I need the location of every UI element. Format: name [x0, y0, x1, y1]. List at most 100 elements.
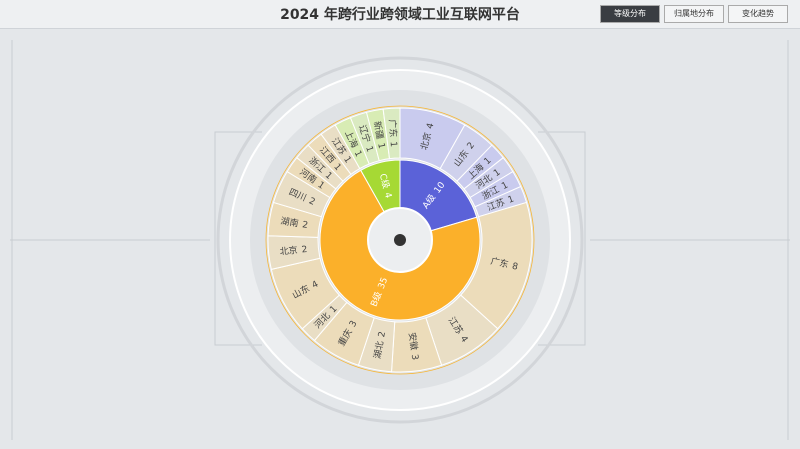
outer-segment — [349, 111, 380, 165]
outer-segment — [357, 317, 396, 373]
label-value: 35 — [376, 276, 390, 290]
label-value: 1 — [352, 149, 363, 159]
outer-segment — [439, 124, 493, 182]
label-name: 浙江 — [307, 154, 328, 175]
label-value: 4 — [425, 122, 436, 130]
label-value: 2 — [465, 140, 476, 151]
outer-segment — [267, 201, 323, 238]
decoration — [10, 40, 790, 440]
segment-label: 重庆3 — [335, 318, 359, 348]
title: 2024 年跨行业跨领域工业互联网平台 — [280, 7, 520, 23]
label-value: 1 — [341, 155, 353, 165]
label-value: 3 — [348, 319, 360, 329]
segment-label: 湖南 2 — [280, 214, 309, 230]
label-value: 1 — [492, 167, 502, 178]
segment-label: 山东2 — [450, 139, 476, 168]
segment-label: 浙江1 — [307, 154, 336, 182]
header-bar: 2024 年跨行业跨领域工业互联网平台 等级分布 归属地分布 变化趋势 — [0, 0, 800, 29]
segment-label: 辽宁1 — [357, 123, 377, 153]
label-name: 山东 — [290, 282, 312, 301]
segment-label: 浙江1 — [480, 178, 510, 201]
outer-segment — [365, 108, 391, 162]
label-name: B级 — [367, 290, 384, 309]
label-name: 重庆 — [335, 326, 354, 348]
label-value: 1 — [323, 170, 334, 181]
segment-label: 湖北2 — [371, 330, 387, 359]
label-name: 河北 — [311, 309, 332, 330]
segment-label: 江苏1 — [485, 192, 515, 213]
label-value: 1 — [328, 304, 339, 315]
outer-segment — [267, 235, 321, 270]
label-name: 北京 — [417, 131, 433, 151]
hole — [367, 207, 433, 273]
outer-segment — [456, 144, 504, 190]
tab[interactable]: 归属地分布 — [664, 5, 724, 23]
label-value: 1 — [316, 180, 326, 191]
label-name: 山东 — [450, 147, 470, 169]
label-value: 2 — [307, 196, 316, 207]
label-value: 1 — [482, 155, 493, 166]
label-name: 湖北 — [371, 340, 385, 360]
segment-label: 河北1 — [311, 302, 339, 330]
outer-segment — [469, 170, 522, 208]
label-value: 4 — [310, 279, 320, 291]
label-name: 江苏 — [485, 196, 506, 213]
outer-segment — [391, 317, 443, 373]
segment-label: 河南1 — [298, 166, 328, 192]
segment-label: 新疆 1 — [371, 120, 388, 150]
label-name: 安徽 — [406, 332, 420, 351]
outer-segment — [334, 116, 370, 170]
tab[interactable]: 等级分布 — [600, 5, 660, 23]
segment-label: 安徽 3 — [406, 332, 421, 361]
label-name: 上海 — [343, 128, 362, 149]
segment-label: 山东4 — [290, 277, 320, 301]
label-name: 北京 — [279, 243, 298, 257]
label-name: 江西 — [317, 144, 337, 165]
label-name: 新疆 — [371, 120, 386, 140]
segment-label: C级4 — [377, 172, 395, 200]
outer-segment — [301, 294, 348, 342]
segment-label: 河北1 — [473, 166, 503, 192]
segment-label: 北京4 — [417, 121, 436, 151]
label-name: 上海 — [465, 160, 486, 181]
segment-label: 广东 8 — [490, 254, 520, 272]
label-value: 10 — [432, 180, 447, 195]
segment-label: 江西1 — [317, 144, 343, 172]
outer-segment — [270, 257, 341, 330]
label-value: 1 — [376, 142, 387, 150]
label-value: 1 — [332, 162, 343, 173]
segment-label: 四川2 — [287, 187, 316, 207]
label-value: 8 — [511, 261, 519, 272]
inner-segment — [360, 159, 401, 213]
label-value: 4 — [382, 191, 393, 199]
label-value: 2 — [302, 220, 309, 231]
label-value: 1 — [388, 141, 398, 147]
tab[interactable]: 变化趋势 — [728, 5, 788, 23]
ring-outline — [265, 105, 535, 375]
outer-segment — [313, 301, 375, 366]
label-name: 江苏 — [446, 315, 466, 337]
label-value: 1 — [500, 180, 510, 192]
outer-segment — [459, 201, 533, 330]
label-value: 2 — [301, 244, 308, 255]
outer-segment — [286, 156, 337, 199]
label-value: 1 — [507, 194, 516, 205]
label-value: 3 — [409, 354, 420, 361]
label-name: 河南 — [298, 166, 320, 186]
label-name: A级 — [419, 191, 438, 210]
label-value: 1 — [364, 145, 375, 154]
label-name: 河北 — [473, 171, 495, 191]
outer-segment — [382, 107, 401, 160]
label-value: 4 — [458, 334, 470, 344]
inner-segment — [399, 159, 478, 232]
outer-segment — [320, 124, 361, 175]
label-name: 辽宁 — [357, 123, 374, 144]
label-name: 广东 — [490, 254, 510, 270]
segment-label: 广东 1 — [387, 119, 401, 147]
segment-label: 上海1 — [465, 154, 494, 182]
outer-segment — [474, 185, 528, 218]
outer-segment — [399, 107, 466, 170]
segment-label: A级10 — [419, 179, 447, 211]
